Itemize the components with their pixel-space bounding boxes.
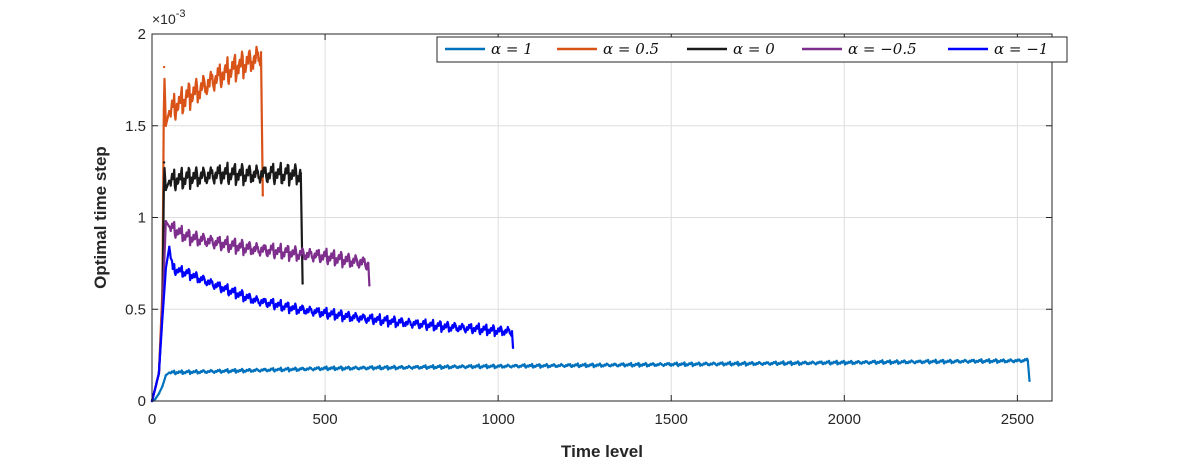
tick-layer: 0 500 1000 1500 2000 2500 0 0.5 1 1.5 2 [125,26,1052,428]
y-axis-multiplier: ×10-3 [152,8,186,27]
data-point [368,284,371,287]
y-tick-label: 2 [138,26,146,43]
data-point [164,374,168,377]
data-point [168,179,171,182]
legend: α = 1 α = 0.5 α = 0 α = −0.5 α = −1 [436,36,1068,63]
legend-label: α = 0.5 [603,40,659,58]
data-point [323,367,327,370]
data-point [259,51,263,54]
data-point [496,329,500,332]
data-point [220,172,223,175]
data-point [1016,359,1019,362]
data-point [1026,359,1029,362]
data-point [220,286,223,289]
data-point [185,234,188,238]
data-point [185,271,188,274]
data-point [323,254,327,258]
data-point [427,323,431,327]
data-point [185,175,188,179]
x-tick-label: 2000 [828,411,861,428]
series-layer [150,45,1031,403]
data-point [157,372,161,375]
data-point [220,73,223,76]
data-point [323,311,327,315]
y-tick-label: 0.5 [125,301,146,318]
data-point [162,65,166,69]
data-point [670,363,673,366]
series-line-2 [150,45,264,402]
data-point [161,317,164,320]
x-tick-label: 1000 [481,411,514,428]
x-tick-label: 1500 [655,411,688,428]
y-tick-label: 1.5 [125,118,146,135]
y-tick-label: 0 [138,393,146,410]
data-point [157,392,161,395]
data-point [496,364,500,368]
y-tick-label: 1 [138,210,146,227]
series-line-5 [150,245,515,402]
x-axis-title: Time level [561,442,643,461]
series-line-1 [151,357,1031,403]
data-point [168,109,171,113]
data-point [301,282,304,285]
data-point [254,56,258,60]
plot-area [150,33,1053,403]
data-point [254,298,258,302]
data-point [254,247,258,250]
data-point [185,95,188,98]
legend-label: α = −0.5 [848,40,917,58]
data-point [367,262,370,265]
data-point [202,84,206,87]
data-point [511,346,515,349]
x-tick-label: 0 [148,411,156,428]
data-point [237,63,240,67]
data-point [261,194,264,197]
data-point [289,172,292,175]
data-point [299,172,303,175]
legend-label: α = 1 [491,40,533,58]
x-tick-label: 2500 [1001,411,1034,428]
legend-label: α = 0 [733,40,775,58]
data-point [254,172,258,175]
data-point [168,245,171,249]
data-point [164,124,168,127]
data-point [164,219,168,223]
data-point [510,330,514,333]
data-point [358,260,361,263]
data-point [289,251,292,254]
series-line-4 [150,220,371,402]
data-point [393,319,396,323]
data-point [154,397,157,400]
data-point [462,326,465,329]
data-point [289,306,292,309]
data-point [220,241,223,245]
data-point [843,361,846,364]
data-point [168,225,171,228]
data-point [162,161,166,164]
series-line-3 [150,161,304,402]
data-point [358,316,361,319]
data-point [1028,379,1031,383]
legend-label: α = −1 [994,40,1048,58]
data-point [185,370,188,374]
x-tick-label: 500 [313,411,338,428]
data-point [164,267,168,271]
data-point [161,385,164,388]
data-point [164,188,168,192]
data-point [168,371,171,374]
data-point [171,267,174,271]
y-axis-title: Optimal time step [91,146,110,289]
